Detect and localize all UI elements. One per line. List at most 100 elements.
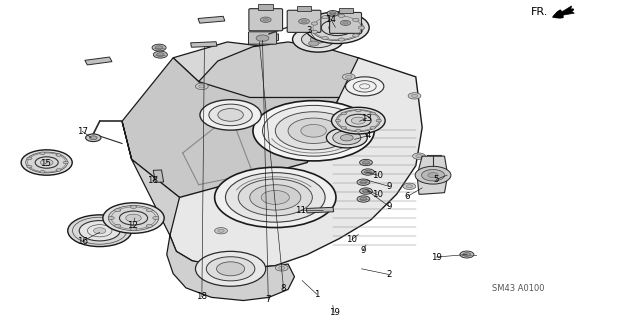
Circle shape: [152, 44, 166, 51]
Circle shape: [234, 264, 240, 267]
Circle shape: [337, 110, 380, 131]
Circle shape: [214, 227, 227, 234]
Circle shape: [214, 167, 336, 227]
Text: 9: 9: [387, 182, 392, 191]
Circle shape: [356, 130, 361, 132]
Circle shape: [340, 135, 353, 141]
Polygon shape: [153, 170, 164, 182]
Circle shape: [40, 171, 45, 173]
Text: 19: 19: [328, 308, 339, 317]
Text: 10: 10: [346, 235, 357, 244]
Circle shape: [27, 165, 32, 168]
Polygon shape: [170, 58, 422, 269]
Text: 1: 1: [314, 290, 319, 299]
Circle shape: [40, 152, 45, 154]
Circle shape: [358, 26, 365, 29]
Circle shape: [357, 179, 370, 185]
Text: 5: 5: [433, 175, 439, 184]
Circle shape: [360, 197, 367, 201]
Text: 17: 17: [77, 127, 88, 136]
Circle shape: [362, 161, 369, 164]
Circle shape: [238, 179, 312, 216]
Circle shape: [340, 20, 351, 26]
Text: 10: 10: [372, 190, 383, 199]
Text: FR.: FR.: [531, 7, 548, 17]
Circle shape: [406, 185, 413, 188]
Circle shape: [360, 159, 372, 166]
Text: 16: 16: [77, 237, 88, 246]
Circle shape: [253, 100, 374, 161]
Polygon shape: [191, 42, 217, 47]
Circle shape: [108, 217, 114, 219]
Circle shape: [103, 203, 164, 233]
Circle shape: [416, 155, 422, 158]
Text: 18: 18: [196, 292, 207, 301]
Circle shape: [216, 262, 244, 276]
Polygon shape: [122, 58, 339, 219]
Circle shape: [79, 220, 120, 241]
Circle shape: [330, 12, 336, 15]
Circle shape: [154, 51, 168, 58]
Circle shape: [195, 83, 208, 90]
Circle shape: [322, 16, 328, 19]
Text: 15: 15: [40, 159, 51, 168]
Circle shape: [305, 12, 369, 43]
Circle shape: [413, 153, 426, 159]
Circle shape: [256, 35, 269, 41]
Polygon shape: [173, 42, 397, 98]
Text: 2: 2: [386, 270, 392, 279]
FancyBboxPatch shape: [248, 32, 276, 44]
Text: 10: 10: [372, 171, 383, 180]
Circle shape: [275, 265, 288, 271]
Circle shape: [463, 253, 471, 256]
Circle shape: [299, 19, 310, 24]
Circle shape: [230, 263, 243, 269]
Circle shape: [346, 75, 352, 78]
Circle shape: [362, 189, 369, 193]
Circle shape: [422, 169, 445, 181]
Circle shape: [341, 126, 346, 129]
Circle shape: [27, 157, 32, 160]
Circle shape: [332, 107, 385, 134]
Polygon shape: [296, 6, 312, 11]
Circle shape: [308, 41, 319, 46]
Text: 8: 8: [281, 284, 286, 293]
Text: 3: 3: [307, 26, 312, 35]
Circle shape: [341, 112, 346, 115]
Circle shape: [351, 117, 365, 124]
Circle shape: [335, 119, 340, 122]
Circle shape: [209, 104, 252, 126]
Polygon shape: [198, 42, 358, 98]
Circle shape: [370, 126, 376, 129]
Circle shape: [115, 209, 121, 212]
Circle shape: [346, 77, 384, 96]
Circle shape: [108, 205, 159, 231]
Circle shape: [131, 228, 136, 231]
Circle shape: [147, 224, 152, 227]
Circle shape: [218, 229, 224, 232]
FancyBboxPatch shape: [330, 12, 362, 33]
Circle shape: [26, 152, 68, 173]
Polygon shape: [339, 8, 353, 13]
Circle shape: [126, 214, 141, 222]
Circle shape: [263, 19, 268, 21]
Circle shape: [357, 196, 370, 202]
Circle shape: [120, 211, 148, 225]
Circle shape: [195, 251, 266, 286]
Circle shape: [292, 27, 344, 52]
Circle shape: [311, 15, 364, 41]
Circle shape: [131, 205, 136, 208]
Circle shape: [339, 14, 345, 17]
Circle shape: [262, 105, 365, 156]
Text: 11: 11: [295, 206, 307, 215]
Circle shape: [333, 131, 361, 145]
Circle shape: [275, 112, 352, 150]
FancyBboxPatch shape: [287, 10, 321, 33]
Circle shape: [40, 160, 53, 166]
Circle shape: [360, 181, 367, 184]
Circle shape: [115, 224, 121, 227]
Text: 13: 13: [361, 114, 372, 122]
Circle shape: [311, 22, 317, 25]
Circle shape: [412, 94, 418, 98]
Circle shape: [56, 154, 61, 156]
